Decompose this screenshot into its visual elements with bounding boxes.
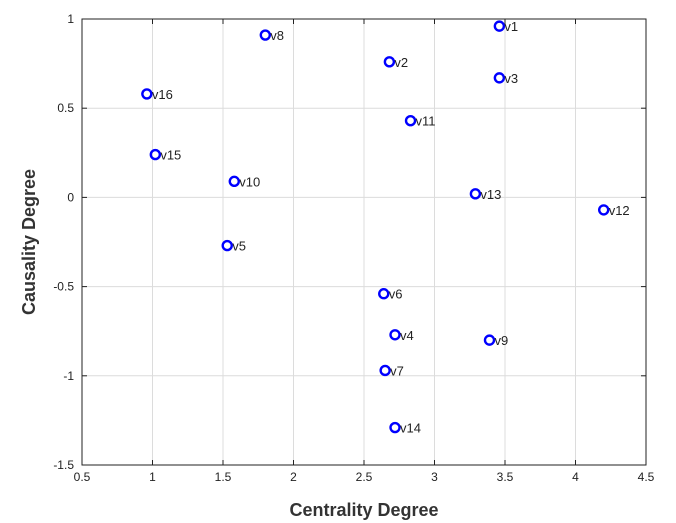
data-points: v1 v2 v3 v4 v5 v6 v7 v8 v9 v10 v11 v12 v13 v14 v15 v16 bbox=[141, 19, 630, 436]
data-point-marker bbox=[141, 88, 153, 100]
y-tick-label: -1 bbox=[63, 369, 74, 383]
data-point-label: v5 bbox=[232, 239, 246, 254]
data-point-marker bbox=[389, 421, 401, 434]
data-point-label: v8 bbox=[270, 28, 284, 43]
y-tick-label: 1 bbox=[67, 12, 74, 26]
x-tick-label: 1.5 bbox=[215, 470, 232, 484]
x-tick-label: 3.5 bbox=[497, 470, 514, 484]
x-tick-label: 0.5 bbox=[74, 470, 91, 484]
data-point-label: v15 bbox=[160, 148, 181, 163]
y-tick-label: 0 bbox=[67, 190, 74, 204]
x-tick-label: 2.5 bbox=[356, 470, 373, 484]
data-point-label: v16 bbox=[152, 87, 173, 102]
data-point-marker bbox=[221, 239, 233, 252]
data-point-marker bbox=[149, 148, 162, 161]
data-point-marker bbox=[469, 188, 482, 200]
data-point-marker bbox=[379, 364, 391, 377]
data-point-marker bbox=[493, 72, 506, 84]
data-point-label: v13 bbox=[480, 187, 501, 202]
grid-lines bbox=[81, 18, 647, 466]
data-point-marker bbox=[598, 204, 610, 216]
x-tick-label: 2 bbox=[290, 470, 297, 484]
data-point-label: v3 bbox=[504, 71, 518, 86]
data-point-label: v7 bbox=[390, 363, 404, 378]
data-point-marker bbox=[389, 329, 401, 341]
data-point-marker bbox=[493, 20, 506, 32]
data-point-label: v6 bbox=[389, 287, 403, 302]
x-tick-label: 4.5 bbox=[638, 470, 655, 484]
data-point-label: v1 bbox=[504, 19, 518, 34]
y-axis-title: Causality Degree bbox=[19, 169, 39, 315]
data-point-label: v10 bbox=[239, 174, 260, 189]
data-point-marker bbox=[228, 175, 240, 188]
x-axis-title: Centrality Degree bbox=[289, 500, 438, 520]
data-point-marker bbox=[378, 288, 390, 300]
data-point-marker bbox=[383, 56, 396, 68]
data-point-label: v12 bbox=[609, 203, 630, 218]
x-tick-label: 3 bbox=[431, 470, 438, 484]
x-tick-label: 1 bbox=[149, 470, 156, 484]
data-point-label: v11 bbox=[416, 114, 436, 129]
axis-ticks: 0.5 1 1.5 2 2.5 3 3.5 4 4.5 -1.5 -1 -0.5 0 0.5 1 bbox=[53, 12, 654, 484]
data-point-label: v4 bbox=[400, 328, 414, 343]
y-tick-label: 0.5 bbox=[57, 101, 74, 115]
data-point-label: v14 bbox=[400, 421, 421, 436]
x-tick-label: 4 bbox=[572, 470, 579, 484]
data-point-label: v2 bbox=[394, 55, 408, 70]
data-point-label: v9 bbox=[494, 333, 508, 348]
data-point-marker bbox=[259, 29, 271, 41]
y-tick-label: -0.5 bbox=[53, 280, 74, 294]
data-point-marker bbox=[404, 114, 417, 127]
data-point-marker bbox=[483, 334, 496, 346]
y-tick-label: -1.5 bbox=[53, 458, 74, 472]
